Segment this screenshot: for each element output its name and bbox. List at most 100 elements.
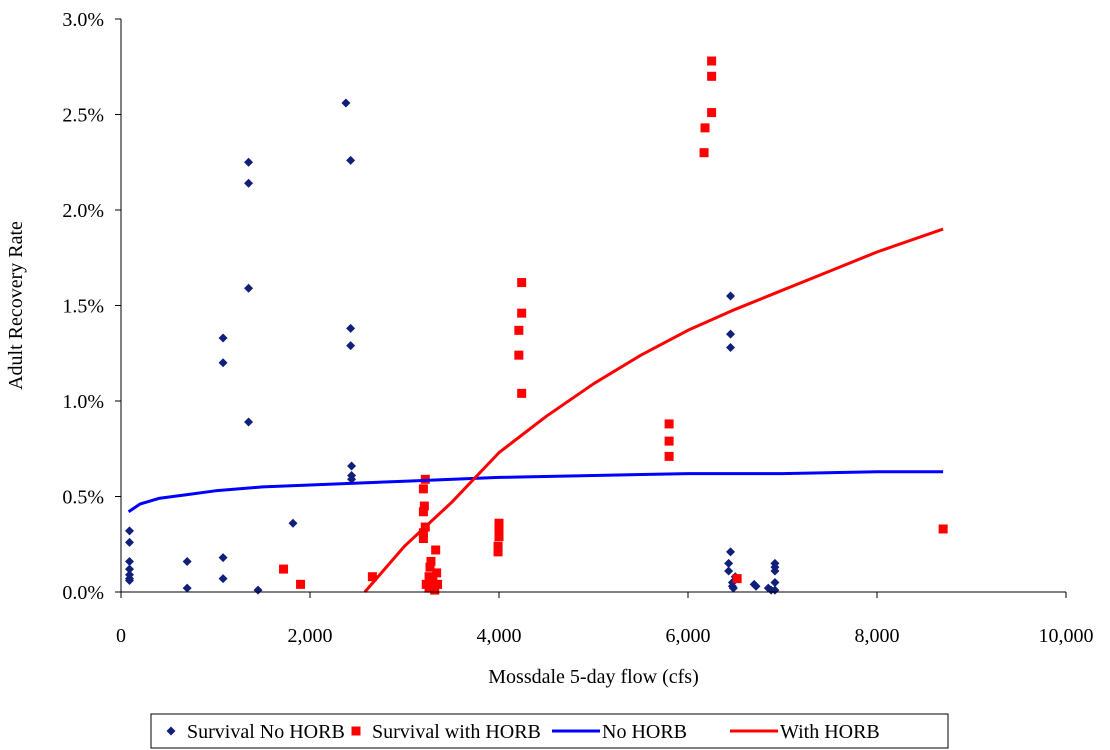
- y-tick-label: 2.5%: [62, 105, 104, 127]
- x-tick-label: 10,000: [1039, 625, 1094, 647]
- data-point: [244, 417, 254, 427]
- y-axis-title: Adult Recovery Rate: [5, 221, 27, 390]
- data-point: [426, 556, 436, 566]
- data-point: [218, 333, 228, 343]
- data-point: [664, 451, 674, 461]
- data-point: [428, 576, 438, 586]
- data-point: [218, 358, 228, 368]
- data-point: [424, 583, 434, 593]
- data-point: [707, 71, 717, 81]
- data-point: [494, 524, 504, 534]
- y-tick-label: 1.0%: [62, 391, 104, 413]
- data-point: [182, 556, 192, 566]
- x-tick-label: 8,000: [855, 625, 900, 647]
- data-point: [732, 574, 742, 584]
- y-axis-ticks: 0.0% 0.5% 1.0% 1.5% 2.0% 2.5% 3.0%: [62, 9, 121, 604]
- legend-label: No HORB: [602, 721, 687, 743]
- x-tick-label: 2,000: [288, 625, 333, 647]
- data-point: [218, 553, 228, 563]
- legend-item: No HORB: [552, 721, 687, 743]
- data-point: [724, 558, 734, 568]
- series-survival-no-horb: [125, 98, 780, 595]
- data-point: [425, 562, 435, 572]
- x-tick-label: 0: [116, 625, 126, 647]
- data-point: [279, 564, 289, 574]
- data-point: [244, 283, 254, 293]
- data-point: [346, 341, 356, 351]
- data-point: [432, 568, 442, 578]
- data-point: [347, 461, 357, 471]
- data-point: [770, 577, 780, 587]
- data-point: [347, 474, 357, 484]
- y-tick-label: 0.0%: [62, 582, 104, 604]
- data-point: [341, 98, 351, 108]
- data-point: [770, 566, 780, 576]
- data-point: [430, 585, 440, 595]
- series-line-with-horb: [363, 227, 944, 593]
- data-point: [494, 518, 504, 528]
- data-point: [514, 325, 524, 335]
- data-point: [751, 581, 761, 591]
- legend-label: Survival with HORB: [372, 721, 541, 743]
- data-point: [125, 537, 135, 547]
- legend-label: With HORB: [780, 721, 880, 743]
- data-point: [517, 278, 527, 288]
- data-point: [514, 350, 524, 360]
- data-point: [494, 532, 504, 542]
- data-point: [367, 572, 377, 582]
- data-point: [125, 556, 135, 566]
- data-point: [125, 526, 135, 536]
- legend-item: Survival with HORB: [351, 721, 541, 743]
- x-tick-label: 4,000: [477, 625, 522, 647]
- legend-item: Survival No HORB: [166, 721, 345, 743]
- data-point: [418, 484, 428, 494]
- legend-box: [150, 713, 949, 749]
- legend: Survival No HORB Survival with HORB No HOR…: [150, 713, 949, 749]
- data-point: [419, 501, 429, 511]
- data-point: [707, 56, 717, 66]
- data-point: [517, 308, 527, 318]
- data-point: [346, 323, 356, 333]
- series-survival-with-horb: [279, 56, 948, 595]
- data-point: [418, 528, 428, 538]
- data-point: [493, 541, 503, 551]
- legend-label: Survival No HORB: [187, 721, 345, 743]
- data-point: [125, 564, 135, 574]
- legend-items: Survival No HORB Survival with HORB No HOR…: [166, 721, 880, 743]
- data-point: [938, 524, 948, 534]
- x-axis-title: Mossdale 5-day flow (cfs): [488, 666, 699, 688]
- legend-marker: [166, 726, 176, 736]
- data-point: [726, 291, 736, 301]
- y-tick-label: 0.5%: [62, 487, 104, 509]
- x-tick-label: 6,000: [666, 625, 711, 647]
- data-point: [346, 155, 356, 165]
- data-point: [728, 583, 738, 593]
- data-point: [664, 419, 674, 429]
- legend-item: With HORB: [730, 721, 880, 743]
- data-point: [125, 576, 135, 586]
- data-point: [418, 507, 428, 517]
- data-point: [726, 547, 736, 557]
- series-layer: [125, 56, 948, 595]
- y-tick-label: 2.0%: [62, 200, 104, 222]
- data-point: [244, 157, 254, 167]
- legend-marker: [351, 726, 361, 736]
- y-tick-label: 3.0%: [62, 9, 104, 31]
- series-line-no-horb: [127, 470, 944, 514]
- y-tick-label: 1.5%: [62, 296, 104, 318]
- data-point: [244, 178, 254, 188]
- data-point: [726, 343, 736, 353]
- data-point: [707, 108, 717, 118]
- data-point: [724, 566, 734, 576]
- plot-area: 0 2,000 4,000 6,000 8,000 10,000 0.0% 0.5% 1.0%…: [62, 9, 1093, 647]
- x-axis-ticks: 0 2,000 4,000 6,000 8,000 10,000: [116, 592, 1094, 647]
- data-point: [218, 574, 228, 584]
- data-point: [517, 388, 527, 398]
- data-point: [433, 579, 443, 589]
- data-point: [699, 148, 709, 158]
- data-point: [288, 518, 298, 528]
- data-point: [493, 547, 503, 557]
- data-point: [726, 329, 736, 339]
